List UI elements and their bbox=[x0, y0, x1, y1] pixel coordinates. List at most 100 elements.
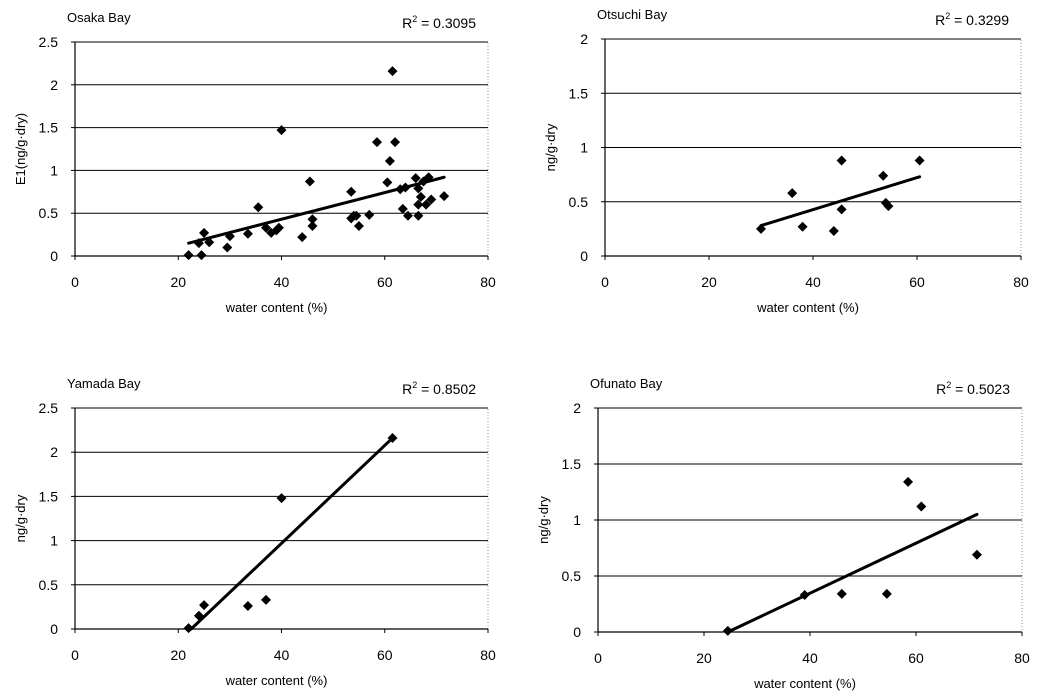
data-point bbox=[224, 231, 235, 242]
r-squared-symbol: R bbox=[402, 381, 412, 397]
x-tick-label: 80 bbox=[1013, 274, 1029, 290]
r-squared-symbol: R bbox=[936, 381, 946, 397]
x-tick-label: 80 bbox=[480, 647, 496, 663]
chart-title: Ofunato Bay bbox=[590, 376, 663, 391]
data-point bbox=[204, 237, 215, 248]
data-point bbox=[387, 66, 398, 77]
data-point bbox=[426, 194, 437, 205]
chart-panel: 0 0.5 1 1.5 2 2.5 0 20 40 60 80 water content (%) E1… bbox=[13, 10, 496, 315]
r-squared-symbol: R bbox=[935, 12, 945, 28]
data-point bbox=[828, 226, 839, 237]
x-tick-label: 60 bbox=[377, 274, 393, 290]
data-point bbox=[253, 202, 264, 213]
data-point bbox=[304, 176, 315, 187]
y-axis-title: ng/g·dry bbox=[13, 494, 28, 542]
data-point bbox=[261, 222, 272, 233]
x-tick-label: 20 bbox=[170, 274, 186, 290]
r-squared-value: = 0.3299 bbox=[950, 12, 1009, 28]
y-tick-label: 1 bbox=[580, 140, 588, 156]
x-tick-label: 60 bbox=[909, 274, 925, 290]
y-tick-label: 0.5 bbox=[39, 205, 59, 221]
y-tick-label: 1 bbox=[573, 512, 581, 528]
data-point bbox=[346, 186, 357, 197]
r-squared-superscript: 2 bbox=[412, 14, 417, 24]
data-point bbox=[364, 209, 375, 220]
data-point bbox=[439, 191, 450, 202]
data-point bbox=[916, 501, 927, 512]
x-tick-label: 60 bbox=[908, 650, 924, 666]
data-point bbox=[183, 623, 194, 634]
x-axis-title: water content (%) bbox=[756, 300, 859, 315]
data-point bbox=[193, 610, 204, 621]
y-tick-label: 0 bbox=[573, 624, 581, 640]
x-tick-label: 40 bbox=[274, 274, 290, 290]
x-tick-label: 20 bbox=[170, 647, 186, 663]
data-point bbox=[199, 227, 210, 238]
data-point bbox=[276, 493, 287, 504]
data-point bbox=[390, 137, 401, 148]
data-point bbox=[196, 250, 207, 261]
chart-title: Yamada Bay bbox=[67, 376, 141, 391]
data-point bbox=[402, 210, 413, 221]
y-axis-title: E1(ng/g·dry) bbox=[13, 113, 28, 185]
data-point bbox=[413, 210, 424, 221]
data-point bbox=[914, 155, 925, 166]
data-point bbox=[199, 600, 210, 611]
r-squared-superscript: 2 bbox=[945, 11, 950, 21]
x-axis-title: water content (%) bbox=[753, 676, 856, 691]
plot-area-border bbox=[74, 41, 489, 257]
y-tick-label: 0.5 bbox=[562, 568, 582, 584]
y-tick-label: 2 bbox=[573, 400, 581, 416]
y-tick-label: 1 bbox=[50, 162, 58, 178]
data-point bbox=[382, 177, 393, 188]
data-point bbox=[413, 183, 424, 194]
data-point bbox=[276, 125, 287, 136]
data-point bbox=[415, 191, 426, 202]
x-tick-label: 80 bbox=[1014, 650, 1030, 666]
r-squared-superscript: 2 bbox=[412, 380, 417, 390]
r-squared-label: R2 = 0.5023 bbox=[936, 380, 1010, 397]
y-tick-label: 0 bbox=[580, 248, 588, 264]
x-tick-label: 40 bbox=[805, 274, 821, 290]
x-axis-title: water content (%) bbox=[225, 300, 328, 315]
data-point bbox=[423, 172, 434, 183]
x-tick-label: 20 bbox=[701, 274, 717, 290]
y-tick-label: 1 bbox=[50, 533, 58, 549]
data-point bbox=[836, 155, 847, 166]
y-tick-label: 1.5 bbox=[562, 456, 582, 472]
x-tick-label: 0 bbox=[71, 274, 79, 290]
data-point bbox=[787, 188, 798, 199]
y-tick-label: 0 bbox=[50, 248, 58, 264]
r-squared-value: = 0.3095 bbox=[417, 15, 476, 31]
plot-area-border bbox=[74, 407, 489, 630]
x-tick-label: 0 bbox=[594, 650, 602, 666]
r-squared-label: R2 = 0.8502 bbox=[402, 380, 476, 397]
x-tick-label: 60 bbox=[377, 647, 393, 663]
data-point bbox=[397, 203, 408, 214]
data-point bbox=[756, 223, 766, 234]
y-axis-title: ng/g·dry bbox=[543, 123, 558, 171]
y-tick-label: 0.5 bbox=[39, 577, 59, 593]
trendline bbox=[759, 175, 922, 228]
y-tick-label: 0.5 bbox=[569, 194, 589, 210]
x-tick-label: 40 bbox=[802, 650, 818, 666]
r-squared-symbol: R bbox=[402, 15, 412, 31]
chart-panel: 0 0.5 1 1.5 2 2.5 0 20 40 60 80 water content (%) ng… bbox=[13, 376, 496, 688]
x-tick-label: 80 bbox=[480, 274, 496, 290]
data-point bbox=[222, 242, 233, 253]
x-tick-label: 40 bbox=[274, 647, 290, 663]
data-point bbox=[372, 137, 383, 148]
x-tick-label: 20 bbox=[696, 650, 712, 666]
trendline bbox=[726, 512, 979, 634]
data-point bbox=[881, 588, 892, 599]
y-tick-label: 2.5 bbox=[39, 34, 59, 50]
data-point bbox=[400, 182, 411, 193]
y-tick-label: 2 bbox=[50, 77, 58, 93]
data-point bbox=[353, 221, 364, 232]
data-point bbox=[797, 221, 808, 232]
data-point bbox=[183, 250, 194, 261]
r-squared-value: = 0.5023 bbox=[951, 381, 1010, 397]
